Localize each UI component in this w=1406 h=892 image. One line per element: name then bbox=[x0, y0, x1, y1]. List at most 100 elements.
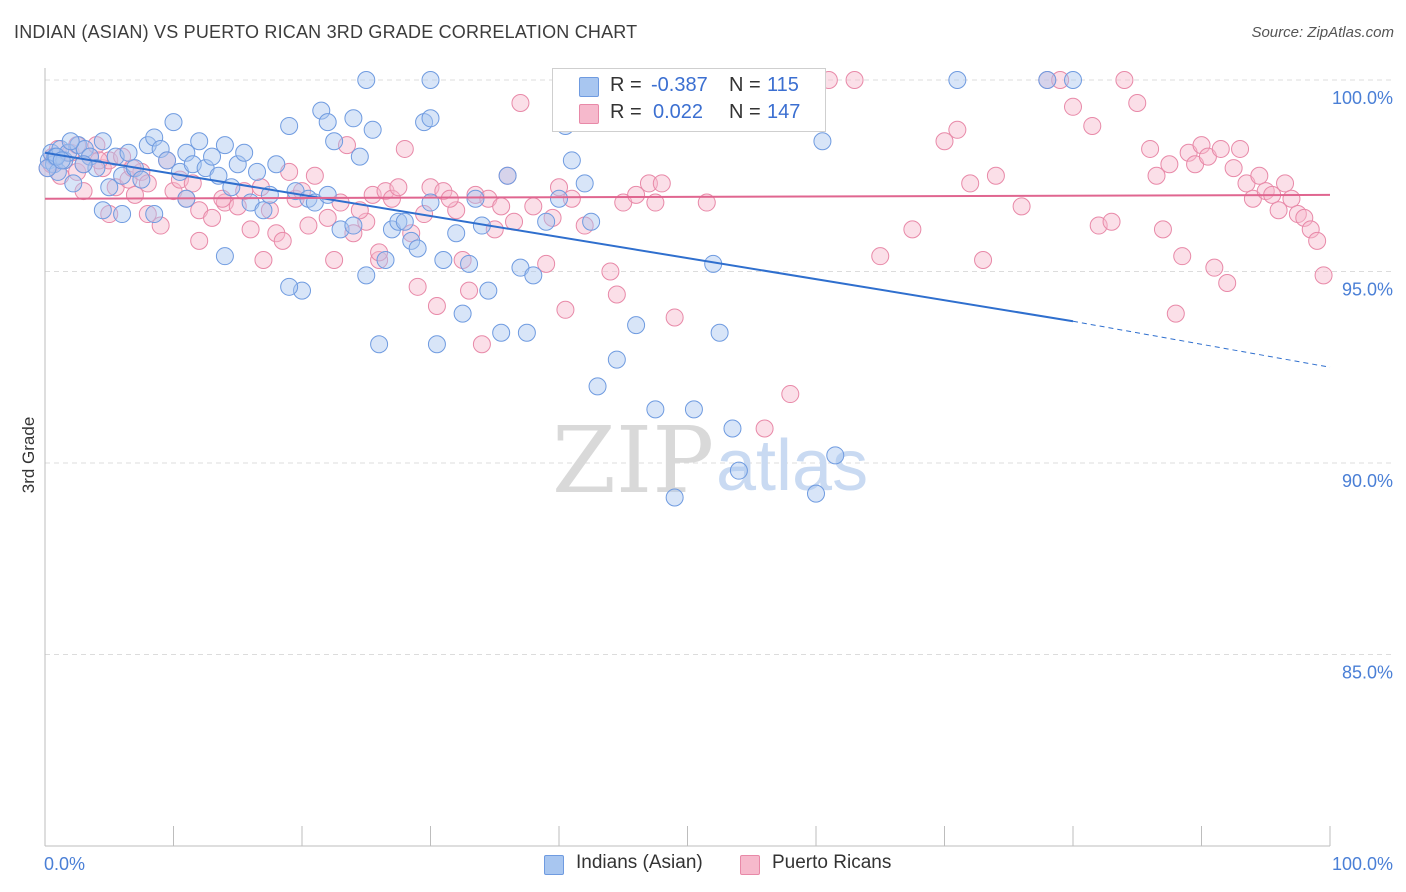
data-point-puerto-ricans bbox=[646, 193, 665, 212]
series-indians-asian bbox=[38, 71, 1082, 507]
data-point-puerto-ricans bbox=[537, 254, 556, 273]
data-point-puerto-ricans bbox=[1276, 174, 1295, 193]
data-point-puerto-ricans bbox=[948, 120, 967, 139]
data-point-indians bbox=[312, 101, 331, 120]
data-point-indians bbox=[235, 143, 254, 162]
data-point-indians bbox=[807, 484, 825, 503]
data-point-puerto-ricans bbox=[511, 93, 530, 112]
data-point-puerto-ricans bbox=[665, 308, 684, 327]
legend-swatch-blue bbox=[579, 77, 599, 97]
data-point-puerto-ricans bbox=[472, 335, 491, 354]
data-point-indians bbox=[684, 400, 703, 419]
data-point-puerto-ricans bbox=[652, 174, 671, 193]
data-point-indians bbox=[280, 277, 299, 296]
data-point-indians bbox=[826, 446, 845, 465]
data-point-puerto-ricans bbox=[1128, 93, 1147, 112]
legend-row-puerto-ricans: R = 0.022 N = 147 bbox=[553, 101, 825, 127]
data-point-indians bbox=[466, 189, 485, 208]
data-point-indians bbox=[119, 143, 138, 162]
watermark-atlas: atlas bbox=[716, 426, 868, 506]
y-axis-label: 3rd Grade bbox=[19, 417, 38, 494]
data-point-puerto-ricans bbox=[1224, 159, 1243, 178]
legend-n-label: N = bbox=[729, 74, 761, 96]
data-point-puerto-ricans bbox=[1153, 220, 1172, 239]
legend-r-value: 0.022 bbox=[653, 101, 704, 123]
data-point-indians bbox=[222, 178, 241, 197]
data-point-indians bbox=[267, 155, 286, 174]
data-point-indians bbox=[460, 254, 479, 273]
data-point-indians bbox=[344, 109, 363, 128]
data-point-puerto-ricans bbox=[1102, 212, 1121, 231]
data-point-indians bbox=[562, 151, 581, 170]
data-point-puerto-ricans bbox=[427, 296, 446, 315]
data-point-puerto-ricans bbox=[1192, 136, 1211, 155]
data-point-indians bbox=[813, 132, 832, 151]
trend-line-indians-extension bbox=[1072, 320, 1331, 368]
data-point-puerto-ricans bbox=[627, 185, 646, 204]
data-point-indians bbox=[48, 162, 67, 181]
data-point-puerto-ricans bbox=[190, 231, 209, 250]
data-point-indians bbox=[582, 212, 601, 231]
data-point-indians bbox=[215, 247, 234, 266]
data-point-indians bbox=[665, 488, 684, 507]
data-point-puerto-ricans bbox=[1301, 220, 1320, 239]
data-point-indians bbox=[93, 201, 112, 220]
data-point-indians bbox=[370, 335, 389, 354]
data-point-indians bbox=[1038, 71, 1057, 89]
data-point-indians bbox=[729, 461, 748, 480]
axes bbox=[44, 68, 1331, 847]
data-point-puerto-ricans bbox=[986, 166, 1005, 185]
data-point-indians bbox=[948, 71, 967, 89]
data-point-puerto-ricans bbox=[1211, 139, 1230, 158]
data-point-indians bbox=[710, 323, 729, 342]
data-point-puerto-ricans bbox=[601, 262, 620, 281]
data-point-indians bbox=[723, 419, 742, 438]
data-point-puerto-ricans bbox=[382, 189, 401, 208]
legend-r-value: -0.387 bbox=[651, 74, 708, 96]
trend-lines bbox=[44, 151, 1331, 368]
data-point-puerto-ricans bbox=[325, 251, 344, 270]
y-tick-label: 95.0% bbox=[1342, 280, 1393, 300]
data-point-indians bbox=[145, 128, 164, 147]
data-point-puerto-ricans bbox=[241, 220, 260, 239]
data-point-puerto-ricans bbox=[318, 208, 337, 227]
data-point-puerto-ricans bbox=[1282, 189, 1301, 208]
data-point-indians bbox=[151, 139, 170, 158]
data-point-indians bbox=[357, 266, 376, 285]
x-tick-labels: 0.0% 100.0% bbox=[44, 854, 1393, 874]
data-point-indians bbox=[646, 400, 665, 419]
data-point-puerto-ricans bbox=[434, 182, 453, 201]
data-point-puerto-ricans bbox=[639, 174, 658, 193]
data-point-indians bbox=[190, 132, 209, 151]
data-point-indians bbox=[203, 147, 222, 166]
data-point-puerto-ricans bbox=[305, 166, 324, 185]
data-point-indians bbox=[318, 113, 337, 132]
data-point-puerto-ricans bbox=[447, 201, 466, 220]
bottom-legend-swatch-blue bbox=[544, 855, 564, 875]
data-point-indians bbox=[363, 120, 382, 139]
data-point-indians bbox=[64, 174, 83, 193]
data-point-puerto-ricans bbox=[1314, 266, 1333, 285]
source-credit: Source: ZipAtlas.com bbox=[1251, 24, 1394, 41]
data-point-puerto-ricans bbox=[781, 385, 800, 404]
data-point-indians bbox=[550, 189, 568, 208]
legend-r-label: R = bbox=[610, 74, 642, 96]
data-point-puerto-ricans bbox=[845, 71, 864, 89]
data-point-puerto-ricans bbox=[395, 139, 414, 158]
data-point-indians bbox=[215, 136, 234, 155]
data-point-puerto-ricans bbox=[1160, 155, 1179, 174]
y-tick-label: 85.0% bbox=[1342, 663, 1393, 683]
data-point-puerto-ricans bbox=[505, 212, 524, 231]
data-point-puerto-ricans bbox=[1051, 71, 1070, 89]
data-point-puerto-ricans bbox=[389, 178, 408, 197]
data-point-indians bbox=[61, 132, 80, 151]
data-point-puerto-ricans bbox=[299, 216, 318, 235]
data-point-indians bbox=[498, 166, 517, 185]
data-point-indians bbox=[177, 143, 196, 162]
grid-lines bbox=[45, 79, 1395, 655]
data-point-puerto-ricans bbox=[151, 216, 170, 235]
data-point-indians bbox=[575, 174, 594, 193]
data-point-indians bbox=[376, 251, 395, 270]
chart-title: INDIAN (ASIAN) VS PUERTO RICAN 3RD GRADE… bbox=[14, 22, 638, 42]
